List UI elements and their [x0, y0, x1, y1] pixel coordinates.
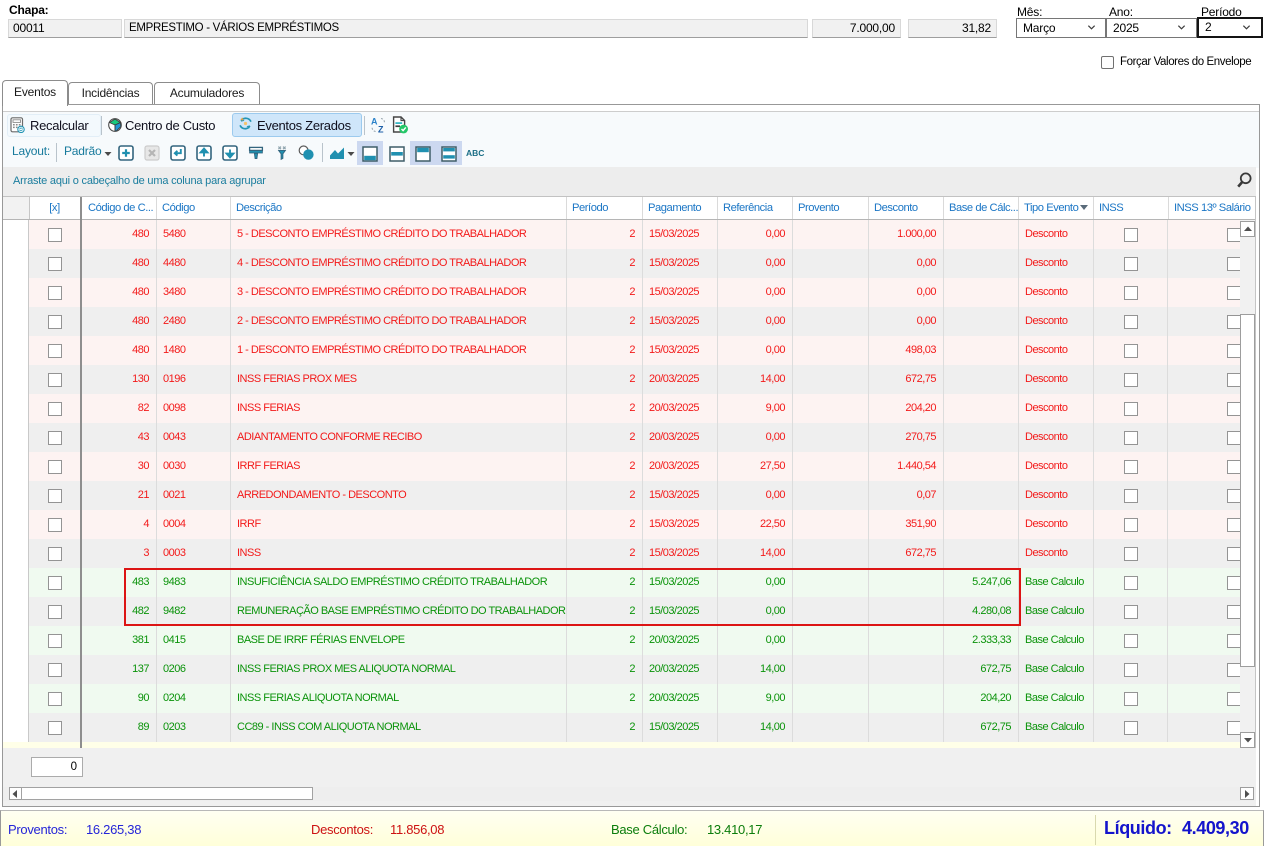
svg-text:A: A	[371, 117, 378, 127]
svg-text:Z: Z	[378, 125, 384, 135]
